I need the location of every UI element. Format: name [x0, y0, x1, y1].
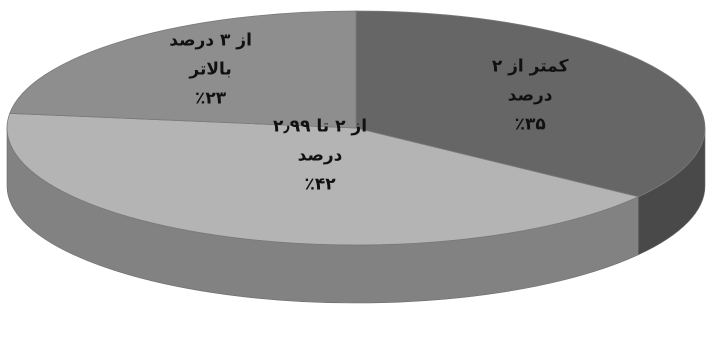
slice-label-2-line-3: ٪۲۳ [195, 89, 227, 109]
slice-label-0-line-1: کمتر از ۲ [492, 56, 569, 76]
slice-label-0-line-2: درصد [508, 85, 553, 105]
slice-label-2: از ۳ درصد بالاتر ٪۲۳ [169, 31, 252, 109]
slice-label-2-line-2: بالاتر [188, 60, 231, 80]
slice-label-2-line-1: از ۳ درصد [169, 31, 252, 51]
slice-label-0-line-3: ٪۳۵ [515, 114, 546, 134]
pie-slice-0 [355, 10, 706, 198]
slice-label-1: از ۲ تا ۲٫۹۹ درصد ٪۴۲ [273, 116, 367, 194]
pie-slice-1 [6, 112, 640, 246]
slice-label-0: کمتر از ۲ درصد ٪۳۵ [492, 56, 569, 134]
pie-slice-2 [9, 10, 357, 129]
slice-label-1-line-3: ٪۴۲ [304, 174, 336, 194]
pie-top-faces [6, 10, 706, 246]
slice-label-1-line-2: درصد [298, 145, 343, 165]
slice-label-1-line-1: از ۲ تا ۲٫۹۹ [273, 116, 367, 136]
pie-labels: کمتر از ۲ درصد ٪۳۵ از ۲ تا ۲٫۹۹ درصد ٪۴۲ از ۳ … [169, 31, 568, 195]
